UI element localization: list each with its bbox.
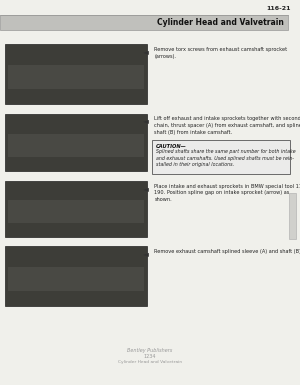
Bar <box>8 267 144 291</box>
Bar <box>289 192 296 239</box>
Bar <box>152 140 290 174</box>
Text: 116-21: 116-21 <box>266 6 291 11</box>
Bar <box>4 181 147 237</box>
Text: ◄: ◄ <box>142 116 148 125</box>
Text: ◄: ◄ <box>142 184 148 192</box>
Bar <box>4 246 147 306</box>
Bar <box>4 114 147 171</box>
Text: Lift off exhaust and intake sprockets together with secondary
chain, thrust spac: Lift off exhaust and intake sprockets to… <box>154 116 300 135</box>
Bar <box>8 134 144 157</box>
Text: Cylinder Head and Valvetrain: Cylinder Head and Valvetrain <box>118 360 182 364</box>
Text: 1234: 1234 <box>144 354 156 359</box>
Text: CAUTION—: CAUTION— <box>156 144 187 149</box>
Text: ◄: ◄ <box>142 47 148 56</box>
Text: Remove exhaust camshaft splined sleeve (A) and shaft (B).: Remove exhaust camshaft splined sleeve (… <box>154 249 300 254</box>
Bar <box>0 15 288 30</box>
Text: Place intake and exhaust sprockets in BMW special tool 11 6
190. Position spline: Place intake and exhaust sprockets in BM… <box>154 184 300 202</box>
Text: ◄: ◄ <box>142 249 148 258</box>
Text: Cylinder Head and Valvetrain: Cylinder Head and Valvetrain <box>157 18 284 27</box>
Bar <box>8 201 144 223</box>
Text: Remove torx screws from exhaust camshaft sprocket
(arrows).: Remove torx screws from exhaust camshaft… <box>154 47 288 59</box>
Bar <box>8 65 144 89</box>
Text: Splined shafts share the same part number for both intake
and exhaust camshafts.: Splined shafts share the same part numbe… <box>156 149 296 167</box>
Text: Bentley Publishers: Bentley Publishers <box>128 348 172 353</box>
Bar <box>4 44 147 104</box>
